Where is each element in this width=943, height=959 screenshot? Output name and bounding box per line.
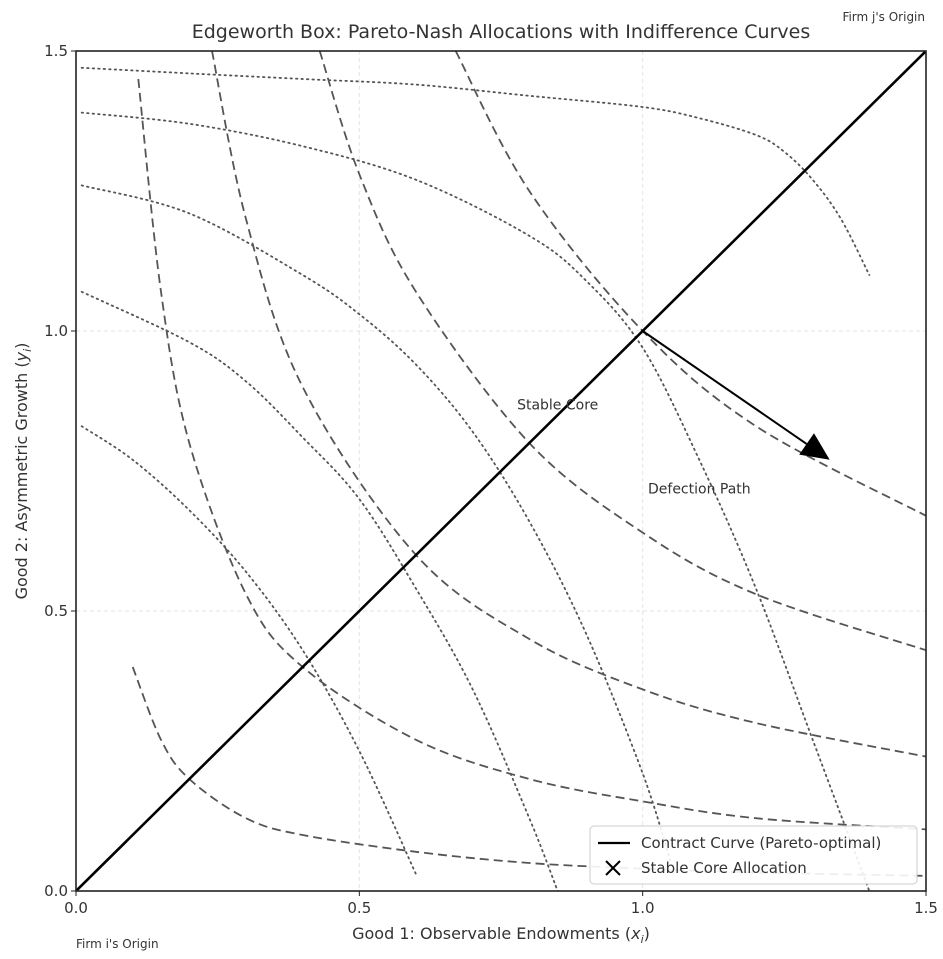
firm-j-origin-label: Firm j's Origin: [842, 10, 925, 24]
y-axis-label: Good 2: Asymmetric Growth (yi): [12, 343, 34, 600]
indifference-curve-i: [211, 51, 926, 758]
x-axis-label-close: ): [644, 924, 650, 943]
plot-frame: [75, 50, 927, 892]
firm-i-origin-label: Firm i's Origin: [76, 937, 159, 951]
indifference-curve-i: [137, 78, 926, 831]
x-tick-label: 0.5: [347, 899, 371, 917]
defection-arrow: [642, 330, 830, 460]
contract-curve-line: [76, 51, 926, 891]
legend-core-label: Stable Core Allocation: [641, 859, 807, 877]
legend: Contract Curve (Pareto-optimal) Stable C…: [589, 825, 918, 885]
y-tick-label: 0.0: [44, 882, 68, 900]
x-tick-label: 1.0: [631, 899, 655, 917]
defection-arrow-shaft: [642, 330, 808, 445]
defection-arrow-head: [799, 433, 830, 460]
defection-path-annotation: Defection Path: [648, 481, 751, 497]
legend-box: [589, 825, 918, 885]
x-axis-label: Good 1: Observable Endowments (xi): [352, 924, 650, 946]
indifference-curve-j: [80, 111, 871, 891]
indifference-curve-j: [80, 425, 417, 876]
y-tick-label: 0.5: [44, 602, 68, 620]
y-axis-label-close: ): [12, 343, 31, 349]
x-axis-label-main: Good 1: Observable Endowments (: [352, 924, 631, 943]
x-tick-label: 1.5: [914, 899, 938, 917]
indifference-curve-j: [80, 66, 871, 276]
x-axis-label-sub: i: [641, 933, 644, 946]
x-axis-label-var: x: [630, 924, 641, 943]
curves: [76, 51, 926, 891]
indifference-curve-j: [80, 290, 559, 891]
indifference-curve-j: [80, 184, 672, 864]
y-tick-label: 1.0: [44, 322, 68, 340]
legend-contract-label: Contract Curve (Pareto-optimal): [641, 834, 881, 852]
y-tick-label: 1.5: [44, 42, 68, 60]
y-axis-label-sub: i: [21, 349, 34, 352]
stable-core-annotation: Stable Core: [517, 397, 598, 413]
y-axis-label-main: Good 2: Asymmetric Growth (: [12, 361, 31, 599]
chart-title: Edgeworth Box: Pareto-Nash Allocations w…: [192, 21, 811, 43]
legend-x-marker-icon: [605, 860, 621, 876]
y-axis-label-var: y: [12, 351, 31, 362]
x-tick-label: 0.0: [64, 899, 88, 917]
axis-ticks: 0.0 0.5 1.0 1.5 0.0 0.5 1.0 1.5: [44, 42, 938, 917]
